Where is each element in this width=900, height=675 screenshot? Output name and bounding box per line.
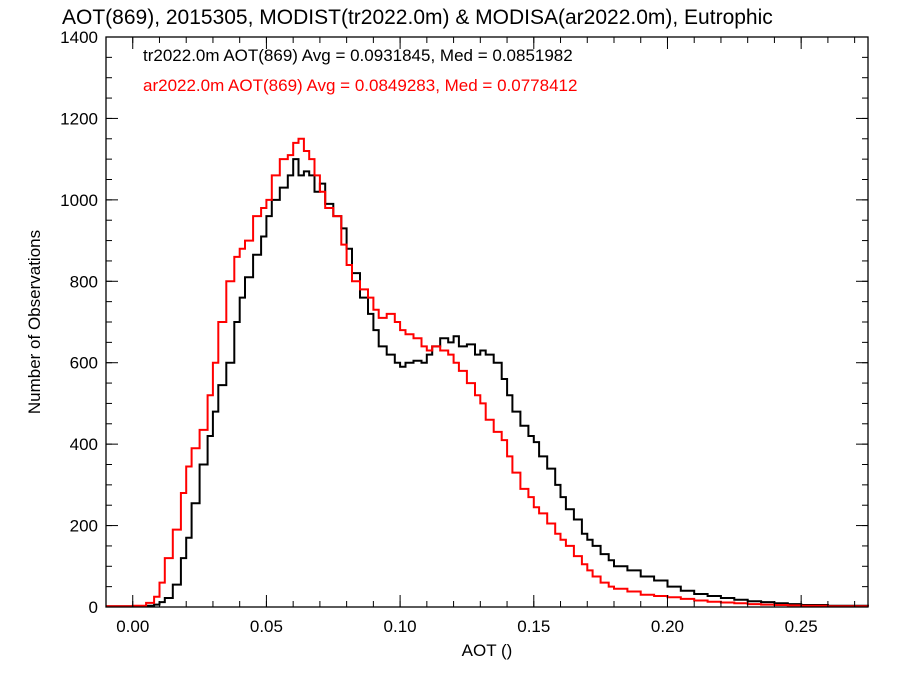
x-tick-label: 0.05: [250, 617, 283, 636]
y-axis-ticks: 0 200 400 600 800 1000 1200 1400: [60, 28, 868, 617]
y-tick-label: 200: [70, 517, 98, 536]
chart-title: AOT(869), 2015305, MODIST(tr2022.0m) & M…: [62, 6, 773, 29]
legend-entry-tr2022: tr2022.0m AOT(869) Avg = 0.0931845, Med …: [143, 46, 573, 65]
x-axis-ticks: 0.00 0.05 0.10 0.15 0.20 0.25: [116, 37, 856, 636]
x-tick-label: 0.15: [517, 617, 550, 636]
y-tick-label: 800: [70, 272, 98, 291]
y-tick-label: 400: [70, 435, 98, 454]
series-layer: [106, 137, 869, 608]
x-tick-label: 0.10: [384, 617, 417, 636]
y-tick-label: 1200: [60, 109, 98, 128]
x-axis-label: AOT (): [462, 641, 513, 660]
y-tick-label: 0: [89, 598, 98, 617]
x-tick-label: 0.20: [651, 617, 684, 636]
x-tick-label: 0.25: [785, 617, 818, 636]
x-tick-label: 0.00: [116, 617, 149, 636]
series-line-ar2022.0m: [106, 137, 869, 608]
y-tick-label: 600: [70, 354, 98, 373]
legend-entry-ar2022: ar2022.0m AOT(869) Avg = 0.0849283, Med …: [143, 76, 577, 95]
y-axis-label: Number of Observations: [25, 230, 44, 414]
series-line-tr2022.0m: [106, 158, 869, 608]
y-tick-label: 1400: [60, 28, 98, 47]
y-tick-label: 1000: [60, 191, 98, 210]
